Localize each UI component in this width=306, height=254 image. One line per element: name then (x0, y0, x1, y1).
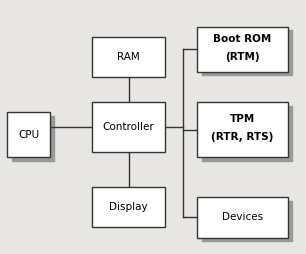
Text: Controller: Controller (103, 122, 155, 132)
Text: (RTM): (RTM) (225, 52, 260, 62)
Bar (202, 201, 293, 241)
Bar (92, 102, 165, 152)
Text: Display: Display (110, 202, 148, 212)
Bar (197, 102, 288, 157)
Bar (197, 197, 288, 237)
Text: RAM: RAM (118, 52, 140, 62)
Bar (12, 116, 54, 161)
Bar (202, 30, 293, 75)
Bar (202, 106, 293, 161)
Bar (92, 187, 165, 228)
Text: Boot ROM: Boot ROM (213, 34, 272, 44)
Bar (92, 37, 165, 77)
Text: TPM: TPM (230, 115, 255, 124)
Text: CPU: CPU (18, 130, 39, 139)
Text: Devices: Devices (222, 212, 263, 223)
Bar (197, 26, 288, 72)
Text: (RTR, RTS): (RTR, RTS) (211, 132, 274, 142)
Bar (7, 112, 50, 157)
